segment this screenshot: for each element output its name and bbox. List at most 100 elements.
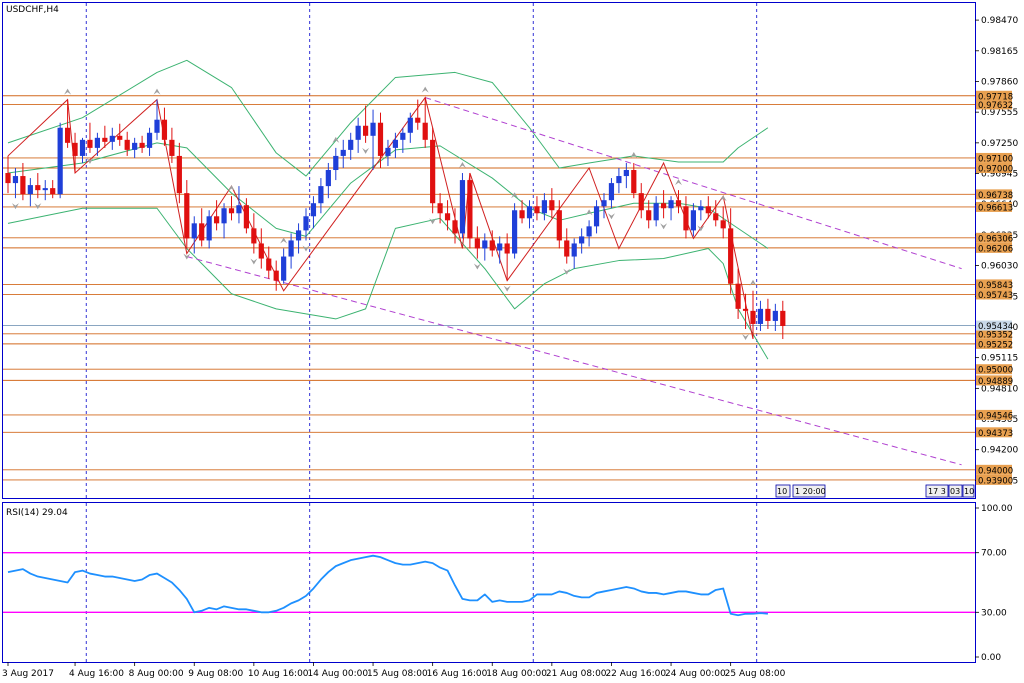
bullish-candle [407,112,413,143]
bearish-candle [437,193,443,224]
bearish-candle [415,99,421,130]
fractal-down-marker [563,268,571,275]
bullish-candle [541,193,547,221]
bearish-candle [713,200,719,227]
rsi-tick-label: 100.00 [981,504,1013,514]
candle-body [318,186,324,204]
candle-body [549,200,555,211]
candle-body [497,243,503,251]
price-tick-label: 0.98165 [981,47,1018,57]
bearish-candle [452,208,458,244]
scroll-box-right-b-text: 03 [950,487,960,496]
level-tag-label: 0.97000 [978,165,1013,175]
candle-body [132,142,138,150]
level-tag-bg [976,328,1012,339]
candle-body [20,176,26,195]
candle-body [675,200,682,207]
scroll-box-center[interactable] [792,484,826,498]
time-tick-label: 25 Aug 08:00 [725,669,786,679]
bearish-candle [251,213,257,254]
level-tag-bg [976,338,1012,349]
chart-title: USDCHF,H4 [6,5,59,15]
candle-body [713,213,719,221]
bullish-candle [288,233,294,269]
time-tick-label: 8 Aug 00:00 [129,669,184,679]
candle-body [94,137,100,148]
candle-body [72,142,78,156]
bullish-candle [526,200,533,229]
scroll-box-right-b[interactable] [948,484,963,498]
candle-body [281,256,287,281]
bullish-candle [690,203,696,237]
candle-body [683,206,689,231]
level-tag-label: 0.96738 [978,191,1013,201]
level-tag-label: 0.94000 [978,466,1013,476]
bullish-candle [27,178,33,207]
bullish-candle [340,139,346,168]
bullish-candle [94,132,100,156]
scroll-box-right-a[interactable] [925,484,949,498]
bullish-candle [772,303,778,331]
fractal-up-marker [280,237,288,244]
fractal-down-marker [697,225,705,232]
level-tag-bg [976,375,1012,386]
bullish-candle [757,300,764,331]
bullish-candle [653,196,659,227]
candle-body [474,238,480,249]
time-tick-label: 3 Aug 2017 [2,669,54,679]
candle-body [459,180,466,234]
scroll-box-right-c[interactable] [962,484,975,498]
candle-body [705,206,711,214]
price-tick-label: 0.97860 [981,77,1018,87]
bullish-candle [12,168,19,199]
candle-body [772,310,778,321]
candle-body [206,216,212,241]
bearish-candle [161,107,168,146]
bullish-candle [310,196,317,229]
bullish-candle [392,132,398,158]
candle-body [631,170,637,194]
level-tag-bg [976,364,1012,375]
bullish-candle [333,147,339,181]
trendlines [186,97,962,466]
scroll-box-left[interactable] [775,484,791,498]
candle-body [191,223,197,239]
price-tick-label: 0.98470 [981,16,1018,26]
bearish-candle [646,200,652,229]
bullish-candle [348,132,354,160]
bullish-candle [571,238,577,269]
candle-body [489,240,495,251]
bullish-candle [400,127,406,153]
rsi-tick-label: 30.00 [981,608,1007,618]
bullish-candle [154,99,160,140]
bullish-candle [191,216,197,254]
bearish-candle [139,135,145,153]
level-tag-label: 0.96306 [978,234,1013,244]
chart-scroll-controls[interactable]: 10 1 20:00 17 3 03 10 [775,484,975,498]
trendline [186,256,962,466]
bullish-candle [42,180,48,201]
candle-body [586,226,592,237]
candle-body [661,203,667,209]
price-tick-label: 0.94505 [981,415,1018,425]
time-tick-label: 21 Aug 08:00 [546,669,607,679]
candle-body [452,220,458,234]
candle-body [50,188,56,195]
time-tick-label: 14 Aug 00:00 [307,669,368,679]
price-tick-label: 0.97250 [981,139,1018,149]
candle-body [310,203,317,217]
candle-body [780,310,786,326]
candle-body [340,149,346,156]
bearish-candle [675,190,682,214]
time-tick-label: 10 Aug 16:00 [248,669,309,679]
candle-body [109,135,115,142]
price-tick-label: 0.94810 [981,384,1018,394]
candle-body [616,176,622,184]
bearish-candle [549,188,555,219]
candle-body [742,308,749,311]
candle-body [221,208,227,224]
zigzag-line [7,96,754,340]
fractal-up-marker [153,88,161,95]
candle-body [236,205,242,214]
candle-body [288,240,294,257]
